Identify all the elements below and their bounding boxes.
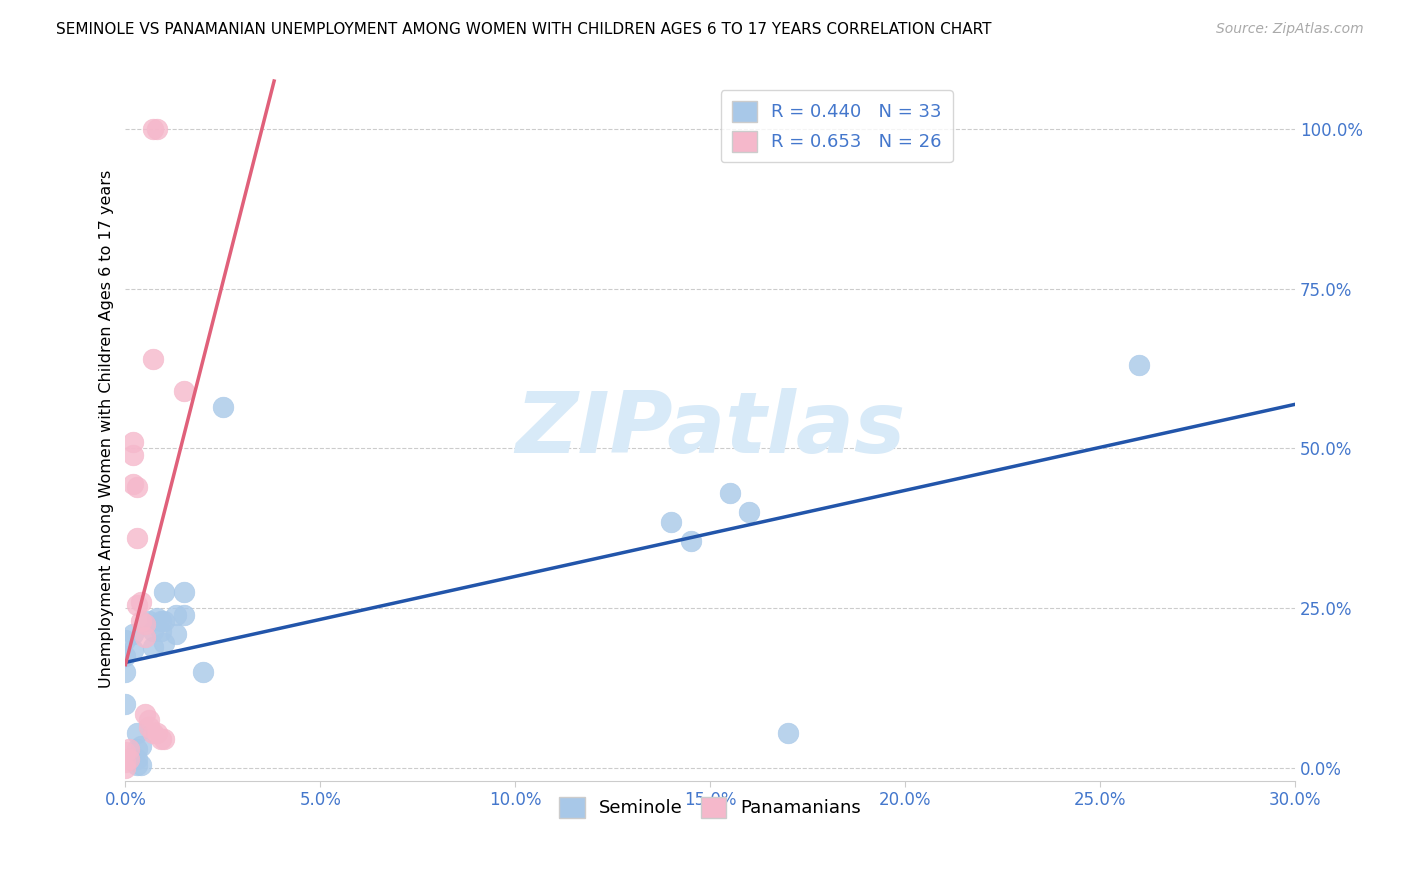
- Point: [127, 751, 149, 765]
- Point: [142, 121, 165, 136]
- Point: [142, 624, 165, 638]
- Point: [679, 534, 702, 549]
- Point: [114, 755, 136, 769]
- Point: [122, 448, 145, 462]
- Point: [127, 598, 149, 612]
- Text: SEMINOLE VS PANAMANIAN UNEMPLOYMENT AMONG WOMEN WITH CHILDREN AGES 6 TO 17 YEARS: SEMINOLE VS PANAMANIAN UNEMPLOYMENT AMON…: [56, 22, 991, 37]
- Point: [127, 726, 149, 740]
- Point: [145, 726, 167, 740]
- Point: [193, 665, 215, 680]
- Point: [114, 665, 136, 680]
- Point: [173, 607, 195, 622]
- Point: [145, 611, 167, 625]
- Point: [738, 505, 761, 519]
- Point: [118, 751, 141, 765]
- Point: [118, 742, 141, 756]
- Y-axis label: Unemployment Among Women with Children Ages 6 to 17 years: Unemployment Among Women with Children A…: [100, 170, 114, 689]
- Point: [173, 384, 195, 398]
- Point: [142, 640, 165, 654]
- Point: [173, 585, 195, 599]
- Point: [212, 400, 235, 414]
- Point: [122, 476, 145, 491]
- Legend: Seminole, Panamanians: Seminole, Panamanians: [553, 789, 869, 825]
- Point: [114, 761, 136, 775]
- Point: [122, 627, 145, 641]
- Point: [122, 643, 145, 657]
- Point: [122, 435, 145, 450]
- Point: [129, 758, 152, 772]
- Point: [145, 121, 167, 136]
- Point: [134, 617, 156, 632]
- Point: [142, 351, 165, 366]
- Point: [129, 739, 152, 753]
- Point: [127, 531, 149, 545]
- Point: [114, 633, 136, 648]
- Point: [138, 713, 160, 727]
- Point: [114, 745, 136, 759]
- Point: [142, 726, 165, 740]
- Point: [149, 732, 172, 747]
- Point: [153, 732, 176, 747]
- Point: [165, 607, 187, 622]
- Point: [153, 614, 176, 628]
- Point: [138, 614, 160, 628]
- Point: [129, 614, 152, 628]
- Point: [1128, 358, 1150, 372]
- Point: [129, 595, 152, 609]
- Point: [127, 480, 149, 494]
- Point: [114, 649, 136, 664]
- Point: [127, 742, 149, 756]
- Point: [778, 726, 800, 740]
- Text: Source: ZipAtlas.com: Source: ZipAtlas.com: [1216, 22, 1364, 37]
- Point: [153, 636, 176, 650]
- Point: [149, 624, 172, 638]
- Point: [153, 585, 176, 599]
- Point: [134, 630, 156, 644]
- Point: [659, 515, 682, 529]
- Point: [165, 627, 187, 641]
- Point: [149, 614, 172, 628]
- Point: [718, 486, 741, 500]
- Point: [114, 698, 136, 712]
- Point: [127, 758, 149, 772]
- Point: [138, 720, 160, 734]
- Text: ZIPatlas: ZIPatlas: [515, 388, 905, 471]
- Point: [134, 706, 156, 721]
